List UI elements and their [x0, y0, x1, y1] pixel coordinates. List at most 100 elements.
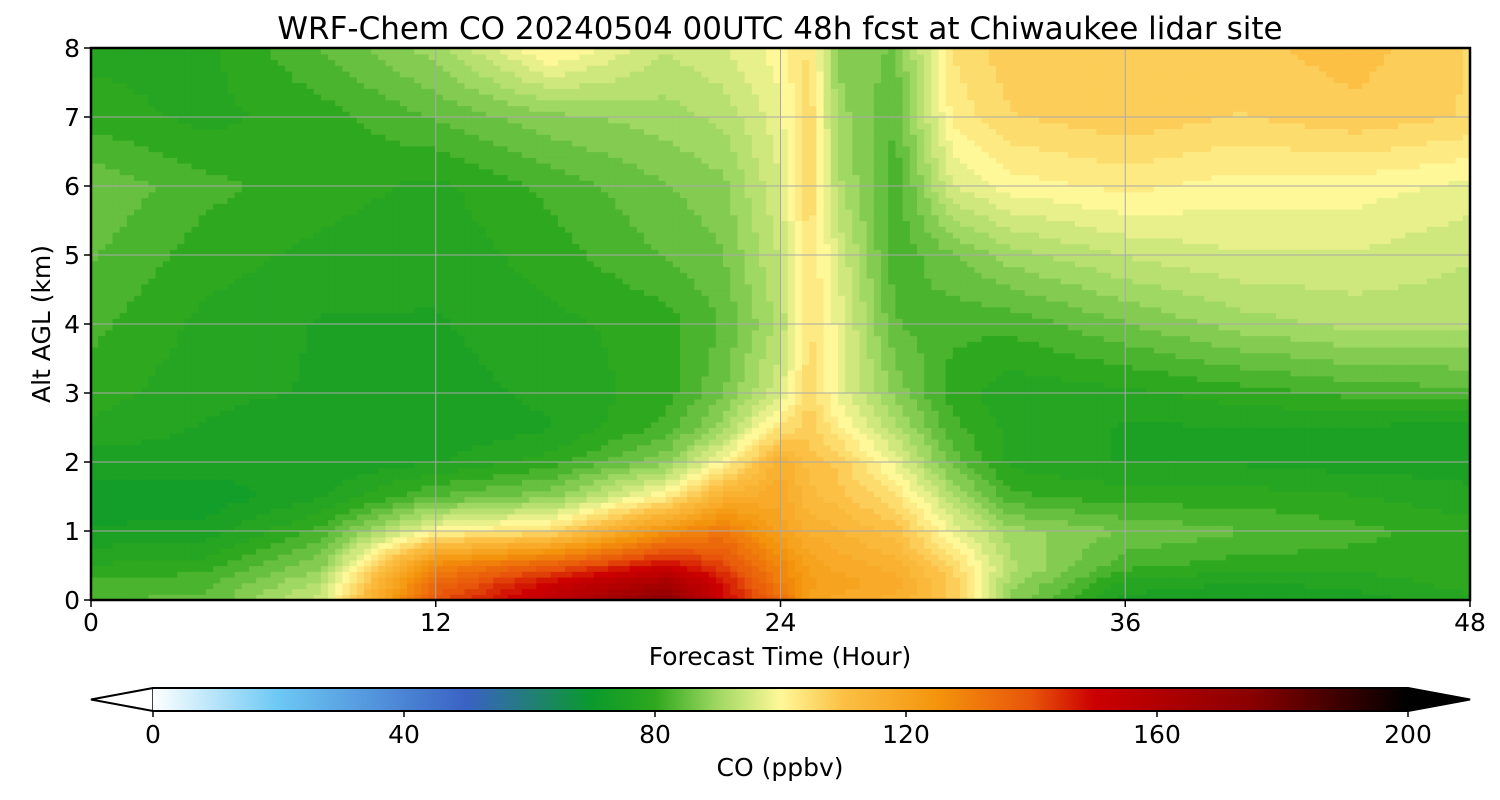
contour-cell [701, 502, 710, 509]
contour-cell [363, 577, 372, 584]
contour-cell [1082, 479, 1090, 486]
contour-cell [723, 485, 731, 492]
contour-cell [1419, 513, 1428, 521]
contour-cell [442, 508, 451, 515]
contour-cell [1182, 559, 1191, 567]
contour-cell [1218, 450, 1227, 457]
contour-cell [500, 588, 509, 595]
contour-cell [924, 513, 932, 521]
contour-cell [148, 502, 157, 509]
contour-cell [1067, 559, 1076, 567]
contour-cell [773, 450, 782, 457]
contour-cell [1369, 554, 1378, 561]
contour-cell [356, 525, 365, 532]
contour-cell [715, 519, 724, 526]
contour-cell [1017, 496, 1026, 503]
contour-cell [873, 485, 882, 492]
contour-cell [213, 513, 221, 521]
contour-cell [938, 450, 947, 457]
contour-cell [1333, 525, 1342, 532]
contour-cell [486, 531, 494, 538]
contour-cell [155, 525, 164, 532]
contour-cell [1053, 462, 1062, 469]
contour-cell [134, 496, 142, 503]
contour-cell [241, 485, 250, 492]
contour-cell [457, 508, 466, 515]
contour-cell [859, 467, 868, 475]
contour-cell [873, 536, 882, 544]
contour-cell [1096, 531, 1105, 538]
contour-cell [1376, 559, 1385, 567]
contour-cell [859, 588, 868, 595]
contour-cell [227, 559, 236, 567]
contour-cell [349, 490, 358, 498]
contour-cell [593, 577, 602, 584]
contour-cell [213, 582, 221, 590]
contour-cell [1074, 473, 1083, 480]
contour-cell [1182, 450, 1191, 457]
contour-cell [744, 519, 753, 526]
contour-cell [1412, 588, 1421, 595]
contour-cell [1311, 571, 1320, 578]
contour-cell [500, 508, 509, 515]
contour-cell [414, 462, 422, 469]
contour-cell [500, 536, 509, 544]
contour-cell [306, 485, 315, 492]
contour-cell [1297, 490, 1306, 498]
contour-cell [938, 548, 947, 555]
contour-cell [701, 513, 710, 521]
contour-cell [299, 525, 308, 532]
contour-cell [126, 559, 135, 567]
contour-cell [1276, 582, 1284, 590]
contour-cell [371, 594, 379, 600]
contour-cell [960, 594, 968, 600]
contour-cell [284, 496, 293, 503]
contour-cell [356, 513, 365, 521]
contour-cell [241, 594, 250, 600]
contour-cell [1024, 542, 1033, 549]
contour-cell [1132, 479, 1141, 486]
contour-cell [119, 577, 128, 584]
contour-cell [1211, 473, 1220, 480]
contour-cell [256, 531, 264, 538]
contour-cell [529, 565, 537, 572]
contour-cell [902, 542, 911, 549]
contour-cell [995, 582, 1004, 590]
contour-cell [787, 531, 796, 538]
contour-cell [392, 571, 401, 578]
contour-cell [1074, 594, 1083, 600]
contour-cell [644, 548, 652, 555]
contour-cell [1347, 571, 1356, 578]
contour-cell [823, 582, 832, 590]
contour-cell [119, 513, 128, 521]
contour-cell [328, 496, 336, 503]
contour-cell [665, 513, 674, 521]
contour-cell [715, 473, 724, 480]
contour-cell [787, 479, 796, 486]
contour-cell [141, 542, 150, 549]
contour-cell [256, 456, 264, 463]
contour-cell [220, 554, 229, 561]
contour-cell [507, 594, 516, 600]
contour-cell [1060, 485, 1069, 492]
contour-cell [493, 456, 501, 463]
contour-cell [1218, 594, 1227, 600]
contour-cell [1096, 479, 1105, 486]
contour-cell [98, 588, 106, 595]
contour-cell [723, 542, 731, 549]
contour-cell [1276, 594, 1284, 600]
contour-cell [938, 508, 947, 515]
contour-cell [837, 462, 846, 469]
contour-cell [644, 594, 652, 600]
contour-cell [1204, 571, 1213, 578]
contour-cell [112, 485, 121, 492]
contour-cell [931, 456, 940, 463]
contour-cell [1074, 462, 1083, 469]
contour-cell [1426, 450, 1435, 457]
contour-cell [98, 577, 106, 584]
contour-cell [1455, 479, 1464, 486]
contour-cell [213, 485, 221, 492]
contour-cell [220, 450, 229, 457]
contour-cell [967, 456, 976, 463]
contour-cell [198, 542, 207, 549]
